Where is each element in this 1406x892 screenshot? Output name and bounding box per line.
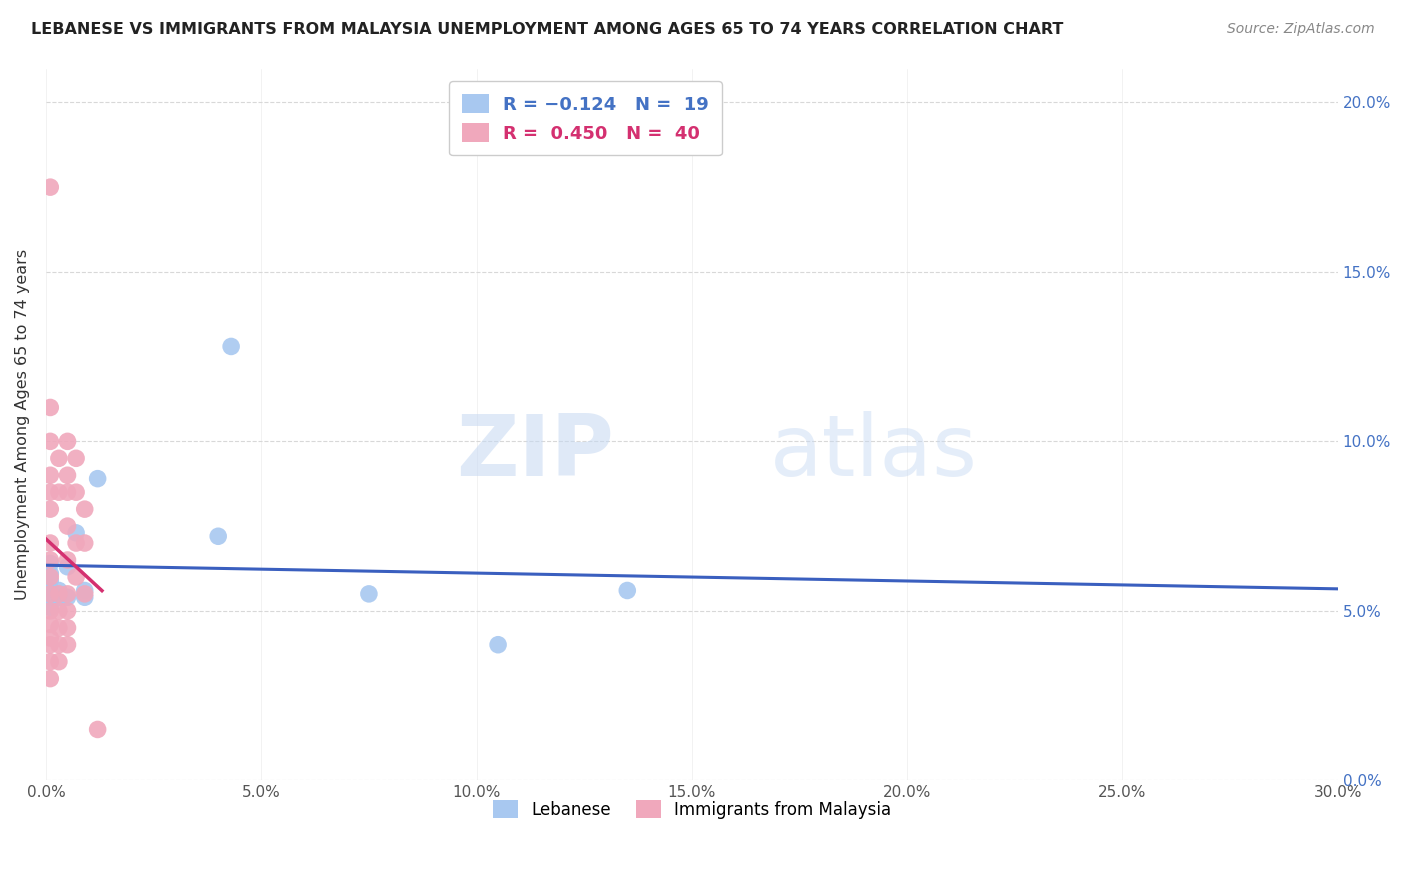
Point	[48, 638, 70, 652]
Point	[56, 604, 79, 618]
Text: LEBANESE VS IMMIGRANTS FROM MALAYSIA UNEMPLOYMENT AMONG AGES 65 TO 74 YEARS CORR: LEBANESE VS IMMIGRANTS FROM MALAYSIA UNE…	[31, 22, 1063, 37]
Point	[39, 485, 62, 500]
Point	[73, 583, 96, 598]
Point	[39, 638, 62, 652]
Point	[486, 638, 509, 652]
Point	[48, 587, 70, 601]
Point	[56, 638, 79, 652]
Point	[39, 600, 62, 615]
Point	[56, 485, 79, 500]
Point	[56, 468, 79, 483]
Point	[56, 559, 79, 574]
Point	[39, 574, 62, 588]
Point	[39, 566, 62, 581]
Point	[207, 529, 229, 543]
Point	[39, 591, 62, 605]
Point	[73, 591, 96, 605]
Point	[65, 451, 87, 466]
Point	[56, 553, 79, 567]
Point	[48, 604, 70, 618]
Point	[56, 621, 79, 635]
Point	[56, 587, 79, 601]
Point	[39, 570, 62, 584]
Point	[39, 180, 62, 194]
Point	[56, 519, 79, 533]
Point	[48, 451, 70, 466]
Point	[65, 525, 87, 540]
Point	[39, 655, 62, 669]
Point	[86, 472, 108, 486]
Point	[39, 583, 62, 598]
Point	[39, 587, 62, 601]
Point	[39, 557, 62, 571]
Point	[616, 583, 638, 598]
Point	[73, 587, 96, 601]
Point	[48, 621, 70, 635]
Text: ZIP: ZIP	[457, 411, 614, 494]
Text: Source: ZipAtlas.com: Source: ZipAtlas.com	[1227, 22, 1375, 37]
Text: atlas: atlas	[769, 411, 977, 494]
Point	[39, 617, 62, 632]
Point	[48, 485, 70, 500]
Point	[39, 553, 62, 567]
Point	[39, 468, 62, 483]
Point	[39, 604, 62, 618]
Point	[73, 502, 96, 516]
Point	[39, 434, 62, 449]
Point	[56, 434, 79, 449]
Point	[39, 631, 62, 645]
Point	[56, 591, 79, 605]
Point	[48, 655, 70, 669]
Point	[48, 583, 70, 598]
Point	[65, 536, 87, 550]
Point	[39, 502, 62, 516]
Point	[219, 339, 242, 353]
Point	[86, 723, 108, 737]
Point	[357, 587, 380, 601]
Point	[39, 672, 62, 686]
Point	[65, 485, 87, 500]
Point	[73, 536, 96, 550]
Point	[39, 401, 62, 415]
Y-axis label: Unemployment Among Ages 65 to 74 years: Unemployment Among Ages 65 to 74 years	[15, 249, 30, 600]
Legend: Lebanese, Immigrants from Malaysia: Lebanese, Immigrants from Malaysia	[486, 793, 898, 825]
Point	[48, 591, 70, 605]
Point	[39, 536, 62, 550]
Point	[65, 570, 87, 584]
